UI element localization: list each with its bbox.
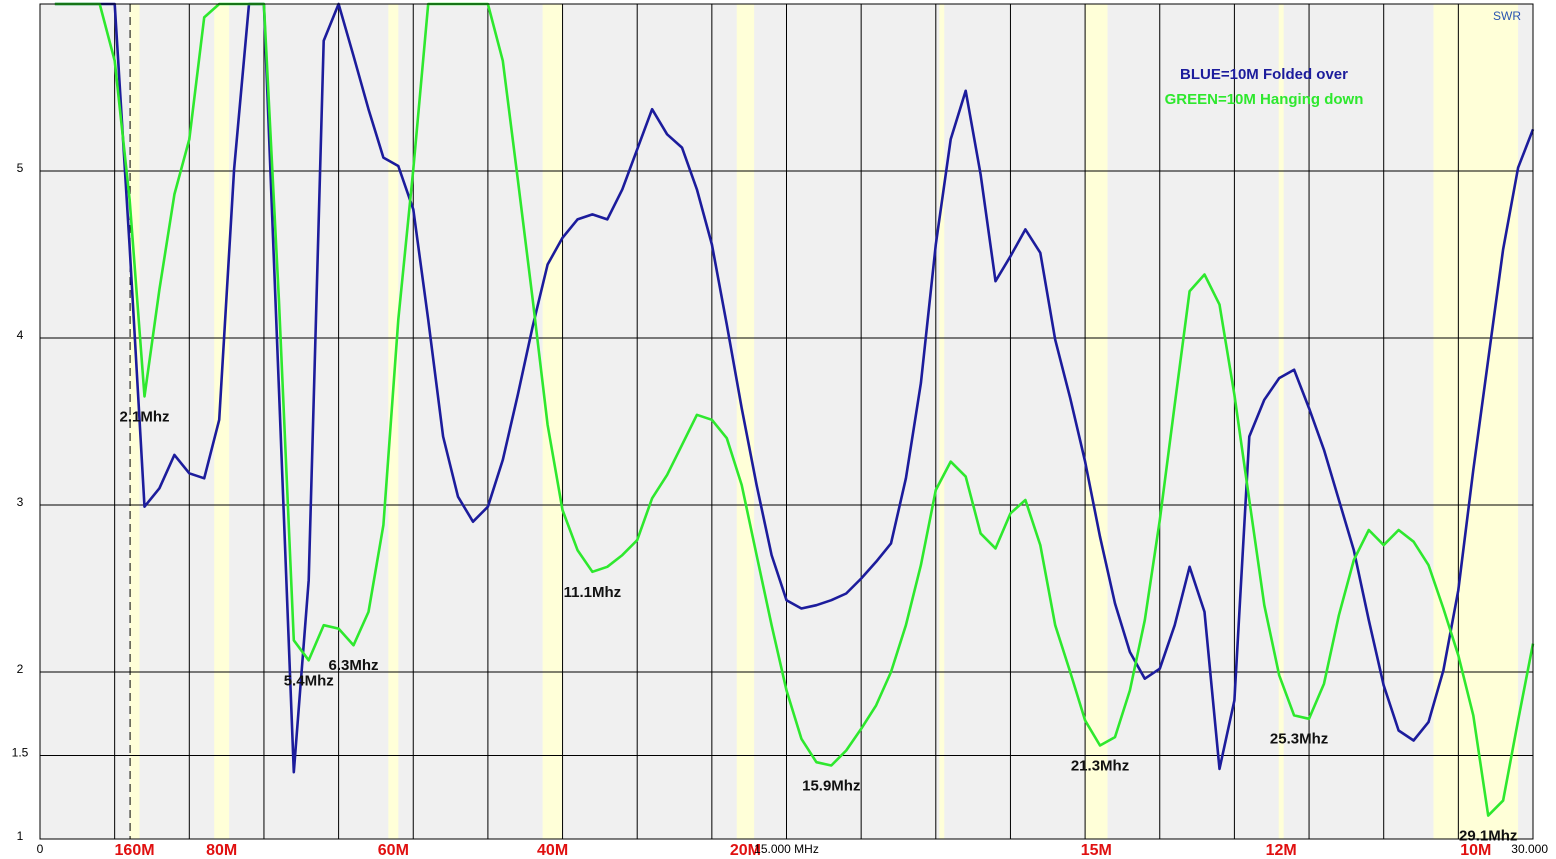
y-tick-label: 1 (17, 829, 24, 843)
annotation: 11.1Mhz (564, 584, 622, 601)
band-label: 160M (115, 842, 155, 859)
band (1085, 4, 1108, 839)
band-label: 15M (1081, 842, 1112, 859)
annotation: 15.9Mhz (802, 777, 860, 794)
legend-entry: BLUE=10M Folded over (1180, 66, 1348, 83)
band (388, 4, 399, 839)
annotation: 6.3Mhz (329, 657, 379, 674)
band (214, 4, 230, 839)
band (1433, 4, 1519, 839)
y-tick-label: 2 (17, 662, 24, 676)
y-tick-label: 4 (17, 328, 24, 342)
band (129, 4, 140, 839)
annotation: 29.1Mhz (1459, 828, 1517, 845)
y-tick-label: 5 (17, 161, 24, 175)
annotation: 5.4Mhz (284, 672, 334, 689)
annotation: 2.1Mhz (120, 408, 170, 425)
x-tick-label: 30.000 (1511, 842, 1548, 856)
band (542, 4, 563, 839)
band-label: 10M (1460, 842, 1491, 859)
annotation: 21.3Mhz (1071, 757, 1129, 774)
band-label: 60M (378, 842, 409, 859)
y-tick-label: 1.5 (12, 746, 29, 760)
series-line (54, 2, 1535, 817)
y-tick-label: 3 (17, 495, 24, 509)
band-label: 12M (1266, 842, 1297, 859)
x-tick-label: 0 (37, 842, 44, 856)
x-tick-label: 15.000 MHz (754, 842, 819, 856)
plot-frame (39, 3, 1534, 840)
band-label: 40M (537, 842, 568, 859)
band-label: 20M (730, 842, 761, 859)
annotation: 25.3Mhz (1270, 731, 1328, 748)
band (939, 4, 945, 839)
legend-entry: GREEN=10M Hanging down (1165, 91, 1364, 108)
chart-title: SWR (1493, 9, 1521, 23)
band-label: 80M (206, 842, 237, 859)
band (1278, 4, 1284, 839)
series-line (54, 2, 1535, 774)
